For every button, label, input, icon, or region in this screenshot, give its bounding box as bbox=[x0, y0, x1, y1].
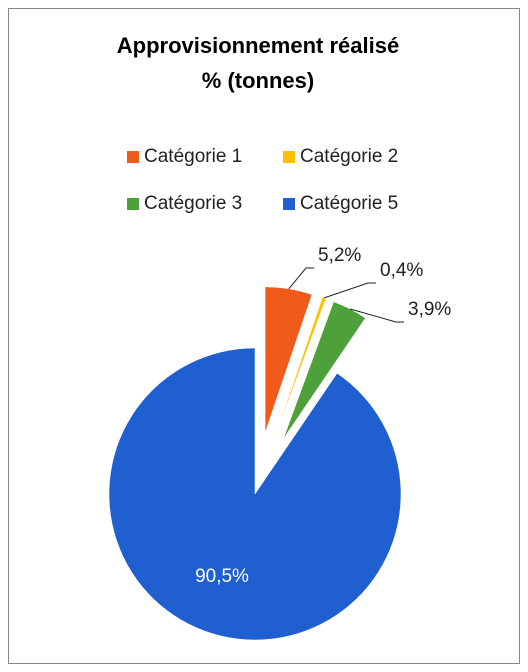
legend-label: Catégorie 1 bbox=[144, 146, 242, 167]
data-label: 90,5% bbox=[195, 566, 249, 587]
legend-swatch bbox=[127, 198, 139, 210]
legend-swatch bbox=[283, 151, 295, 163]
legend-label: Catégorie 5 bbox=[300, 193, 398, 214]
legend-swatch bbox=[127, 151, 139, 163]
pie-slice bbox=[264, 286, 313, 433]
leader-line bbox=[324, 282, 376, 299]
pie-slice bbox=[108, 347, 402, 641]
chart-title: Approvisionnement réalisé bbox=[117, 33, 399, 58]
data-label: 0,4% bbox=[380, 260, 423, 281]
leader-line bbox=[349, 308, 404, 323]
legend-swatch bbox=[283, 198, 295, 210]
legend-label: Catégorie 3 bbox=[144, 193, 242, 214]
data-label: 3,9% bbox=[408, 299, 451, 320]
chart-title: % (tonnes) bbox=[202, 68, 314, 93]
leader-line bbox=[288, 267, 314, 290]
legend-label: Catégorie 2 bbox=[300, 146, 398, 167]
data-label: 5,2% bbox=[318, 245, 361, 266]
